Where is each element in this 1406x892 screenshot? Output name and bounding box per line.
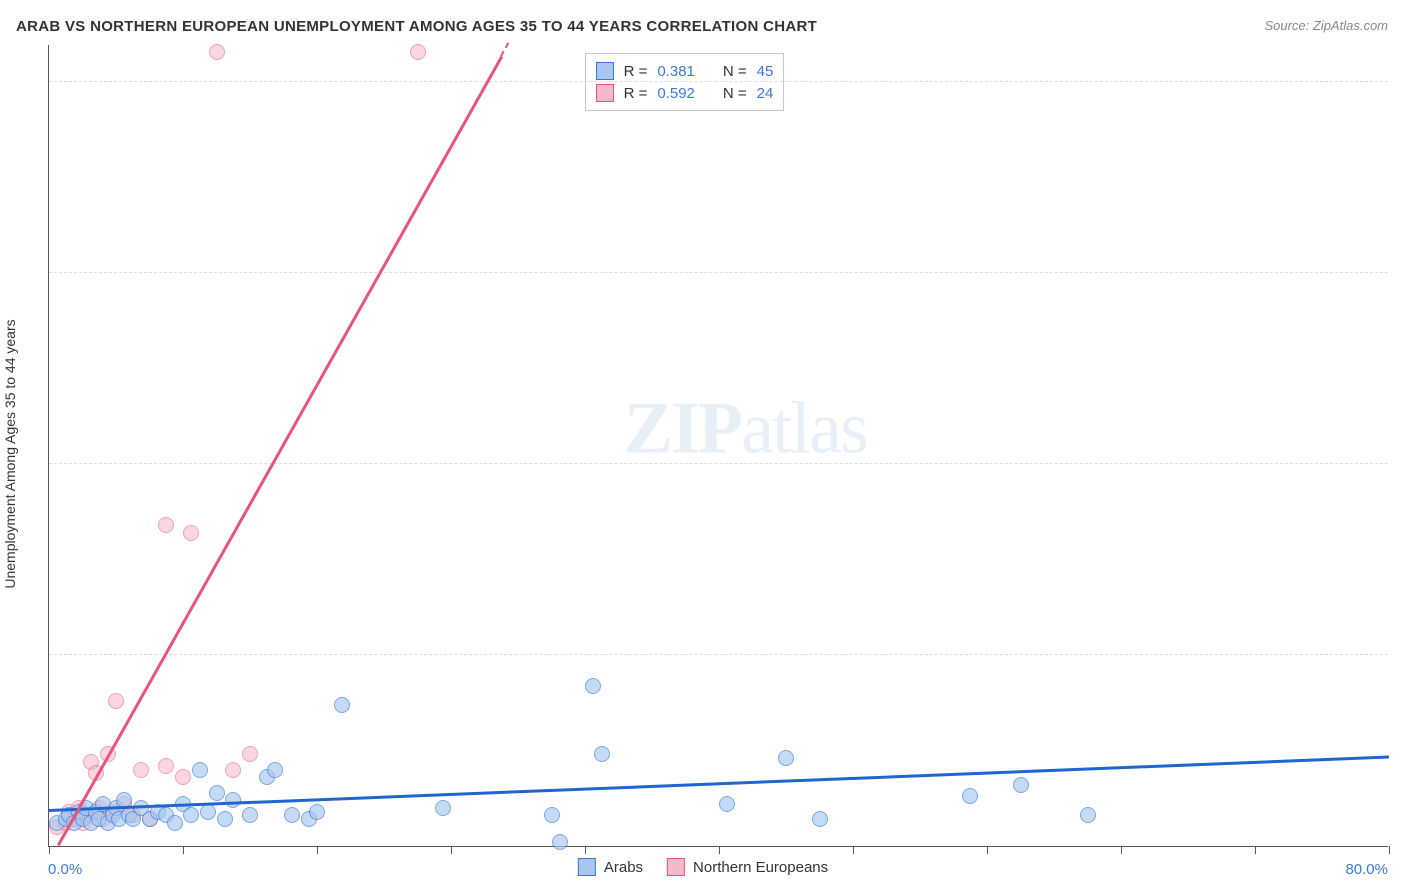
data-point [242, 746, 258, 762]
x-tick [719, 846, 720, 854]
data-point [242, 807, 258, 823]
x-tick [585, 846, 586, 854]
x-tick [1255, 846, 1256, 854]
legend-item-northern: Northern Europeans [667, 858, 828, 876]
data-point [334, 697, 350, 713]
chart-title: ARAB VS NORTHERN EUROPEAN UNEMPLOYMENT A… [16, 18, 817, 35]
data-point [594, 746, 610, 762]
x-tick [1121, 846, 1122, 854]
data-point [962, 788, 978, 804]
y-tick-label: 25.0% [1398, 647, 1406, 664]
data-point [778, 750, 794, 766]
y-axis-label: Unemployment Among Ages 35 to 44 years [2, 319, 18, 588]
y-tick-label: 75.0% [1398, 265, 1406, 282]
data-point [225, 792, 241, 808]
data-point [158, 517, 174, 533]
stats-row-arabs: R = 0.381 N = 45 [596, 60, 774, 82]
swatch-arabs [596, 62, 614, 80]
data-point [175, 769, 191, 785]
n-value-arabs: 45 [757, 63, 774, 80]
y-tick-label: 50.0% [1398, 456, 1406, 473]
data-point [410, 44, 426, 60]
x-tick [317, 846, 318, 854]
data-point [133, 762, 149, 778]
data-point [209, 785, 225, 801]
data-point [167, 815, 183, 831]
legend-label-arabs: Arabs [604, 859, 643, 876]
y-tick-label: 100.0% [1398, 74, 1406, 91]
data-point [200, 804, 216, 820]
data-point [585, 678, 601, 694]
n-value-northern: 24 [757, 85, 774, 102]
data-point [183, 525, 199, 541]
series-legend: Arabs Northern Europeans [578, 858, 828, 876]
correlation-chart: ARAB VS NORTHERN EUROPEAN UNEMPLOYMENT A… [0, 0, 1406, 892]
data-point [108, 693, 124, 709]
r-value-arabs: 0.381 [657, 63, 695, 80]
swatch-arabs-legend [578, 858, 596, 876]
stats-row-northern: R = 0.592 N = 24 [596, 82, 774, 104]
gridline [49, 463, 1388, 464]
x-tick [49, 846, 50, 854]
source-attribution: Source: ZipAtlas.com [1264, 18, 1388, 33]
legend-item-arabs: Arabs [578, 858, 643, 876]
x-axis-max-label: 80.0% [1345, 861, 1388, 878]
r-value-northern: 0.592 [657, 85, 695, 102]
legend-label-northern: Northern Europeans [693, 859, 828, 876]
x-tick [1389, 846, 1390, 854]
data-point [309, 804, 325, 820]
data-point [435, 800, 451, 816]
data-point [719, 796, 735, 812]
data-point [1013, 777, 1029, 793]
gridline [49, 272, 1388, 273]
data-point [192, 762, 208, 778]
data-point [812, 811, 828, 827]
trend-line [500, 43, 509, 57]
data-point [1080, 807, 1096, 823]
watermark: ZIPatlas [624, 387, 867, 472]
trend-line [56, 55, 502, 845]
data-point [267, 762, 283, 778]
gridline [49, 654, 1388, 655]
x-tick [853, 846, 854, 854]
data-point [544, 807, 560, 823]
data-point [284, 807, 300, 823]
data-point [209, 44, 225, 60]
x-tick [451, 846, 452, 854]
x-tick [183, 846, 184, 854]
swatch-northern-legend [667, 858, 685, 876]
data-point [158, 758, 174, 774]
data-point [552, 834, 568, 850]
data-point [217, 811, 233, 827]
data-point [183, 807, 199, 823]
swatch-northern [596, 84, 614, 102]
x-tick [987, 846, 988, 854]
plot-area: ZIPatlas R = 0.381 N = 45 R = 0.592 N = … [48, 45, 1388, 847]
gridline [49, 81, 1388, 82]
data-point [225, 762, 241, 778]
x-axis-min-label: 0.0% [48, 861, 82, 878]
